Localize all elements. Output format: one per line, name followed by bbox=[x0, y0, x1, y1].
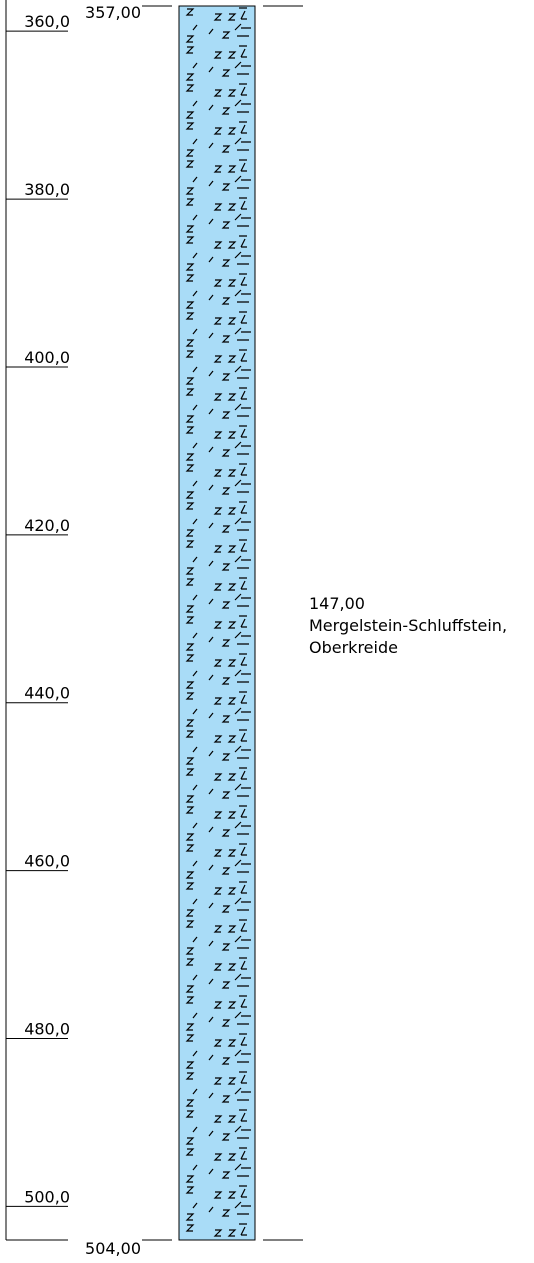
depth-tick-label: 360,0 bbox=[24, 12, 70, 31]
depth-tick-label: 400,0 bbox=[24, 348, 70, 367]
boundary-depth: 504,00 bbox=[85, 1239, 141, 1258]
layer-thickness: 147,00 bbox=[309, 594, 365, 613]
layer-description: Oberkreide bbox=[309, 638, 398, 657]
depth-tick-label: 480,0 bbox=[24, 1020, 70, 1039]
depth-tick-label: 380,0 bbox=[24, 180, 70, 199]
depth-tick-label: 500,0 bbox=[24, 1187, 70, 1206]
layer-pattern bbox=[178, 5, 256, 1241]
layer-description: Mergelstein-Schluffstein, bbox=[309, 616, 507, 635]
depth-tick-label: 460,0 bbox=[24, 852, 70, 871]
boundary-depth: 357,00 bbox=[85, 3, 141, 22]
depth-tick-label: 420,0 bbox=[24, 516, 70, 535]
depth-tick-label: 440,0 bbox=[24, 684, 70, 703]
